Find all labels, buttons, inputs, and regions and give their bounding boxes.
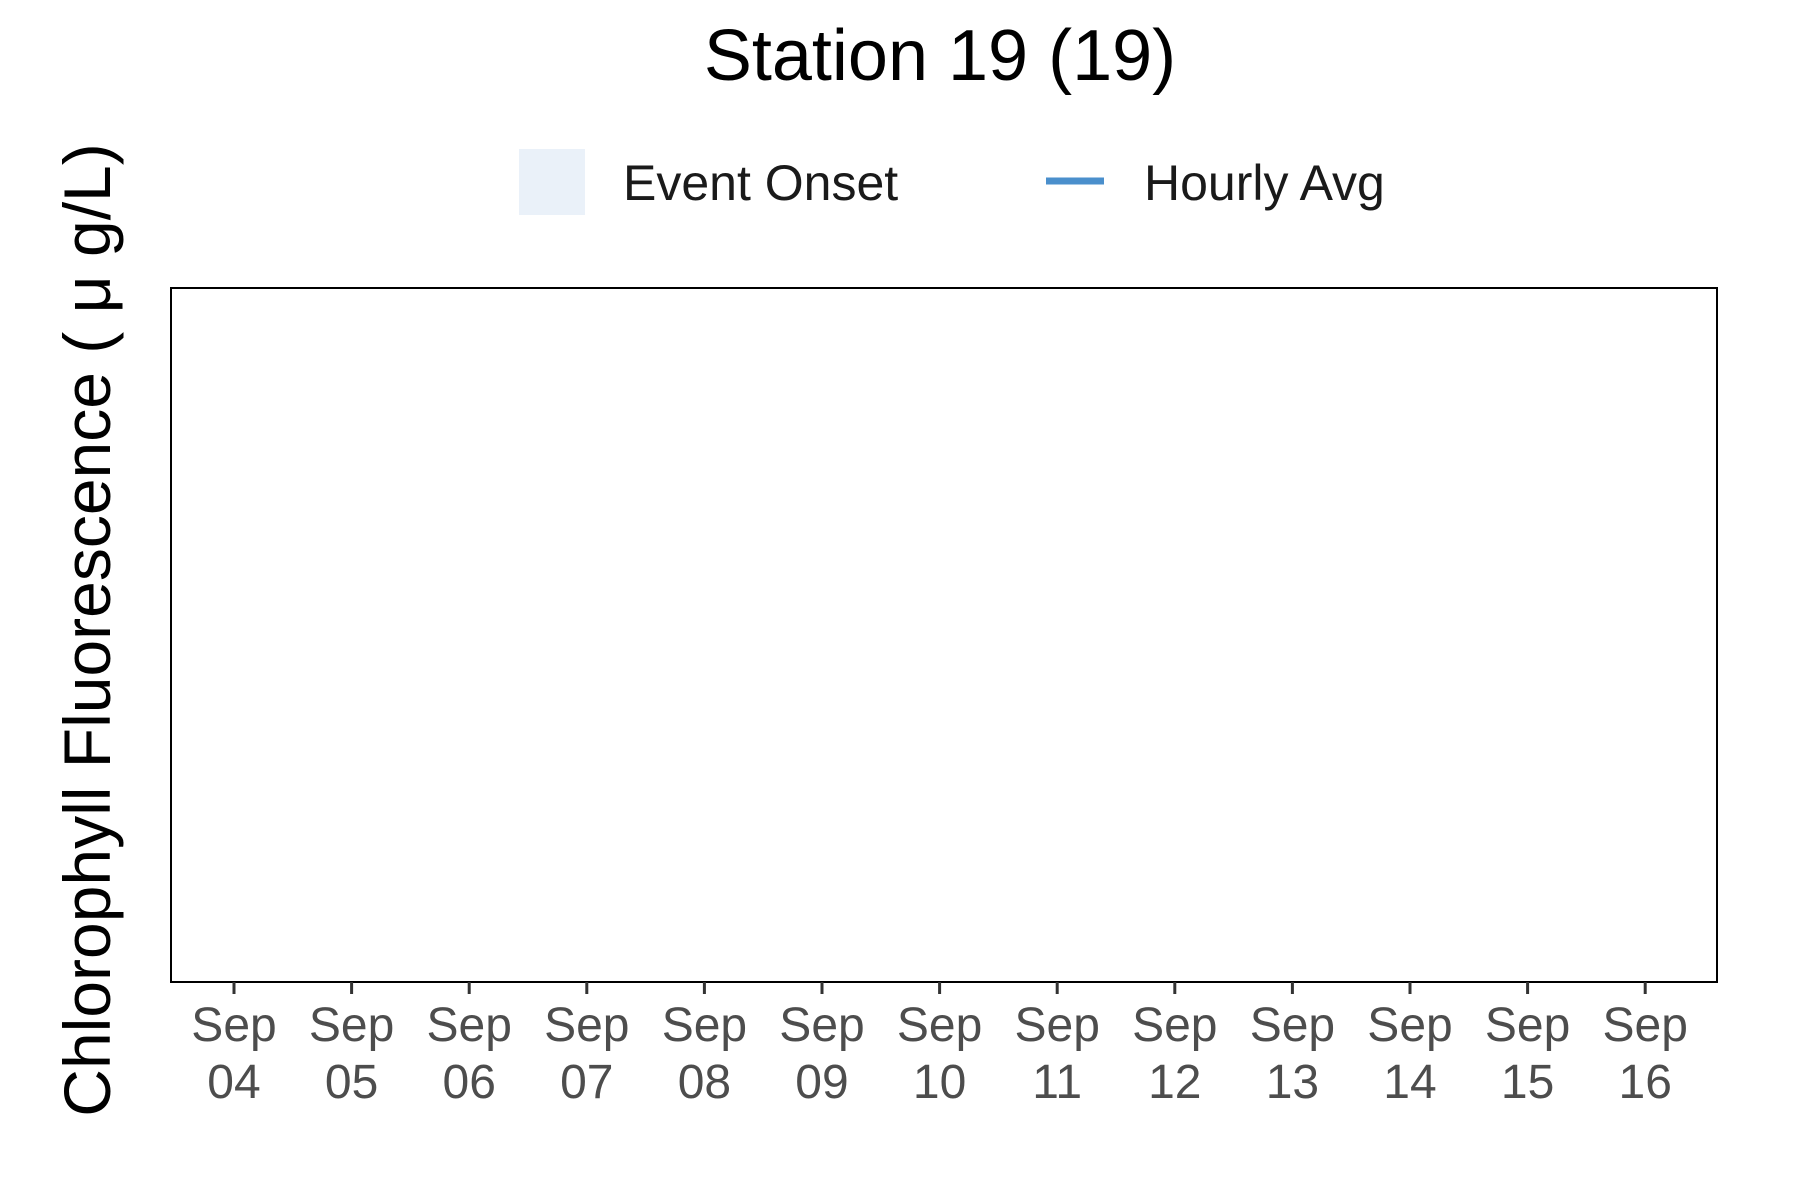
plot-panel [170, 287, 1718, 983]
x-tick-label: Sep 15 [1485, 999, 1570, 1109]
x-tick-label: Sep 14 [1367, 999, 1452, 1109]
x-tick-label: Sep 12 [1132, 999, 1217, 1109]
legend-event-onset-key [519, 149, 585, 215]
x-tick-label: Sep 05 [309, 999, 394, 1109]
x-tick-label: Sep 09 [779, 999, 864, 1109]
x-tick-label: Sep 04 [191, 999, 276, 1109]
legend-event-onset-label: Event Onset [623, 155, 898, 211]
x-axis: Sep 04 Sep 05 Sep 06 Sep 07 Sep 08 Sep 09 Sep 10 Sep 11… [191, 982, 1688, 1109]
x-tick-label: Sep 10 [897, 999, 982, 1109]
x-tick-label: Sep 08 [662, 999, 747, 1109]
x-tick-label: Sep 13 [1250, 999, 1335, 1109]
y-axis-label: Chlorophyll Fluorescence ( μ g/L) [50, 143, 124, 1116]
x-tick-label: Sep 16 [1602, 999, 1687, 1109]
legend-hourly-avg-label: Hourly Avg [1144, 155, 1385, 211]
x-tick-label: Sep 06 [426, 999, 511, 1109]
x-tick-label: Sep 07 [544, 999, 629, 1109]
legend: Event Onset Hourly Avg [519, 149, 1385, 215]
chart-title: Station 19 (19) [704, 16, 1176, 96]
x-tick-label: Sep 11 [1014, 999, 1099, 1109]
